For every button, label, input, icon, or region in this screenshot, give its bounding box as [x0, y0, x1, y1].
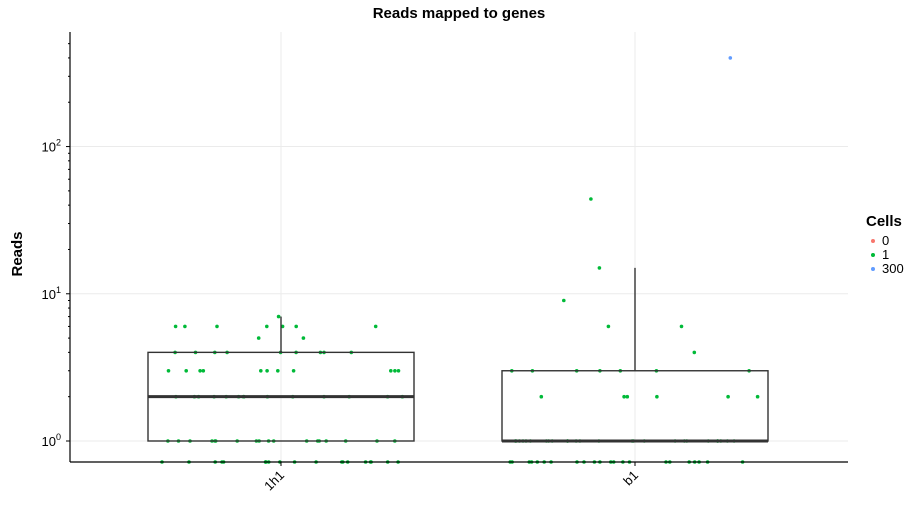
data-point [166, 369, 171, 373]
data-point [625, 394, 630, 399]
data-point [215, 324, 219, 329]
x-tick-label: b1 [620, 468, 641, 489]
y-axis-ticks: 100 101 102 [42, 43, 70, 449]
data-point [198, 369, 202, 373]
data-point [294, 324, 299, 329]
data-point [373, 324, 378, 329]
y-tick-label: 100 [42, 432, 61, 449]
boxplots [147, 267, 769, 443]
legend-title: Cells [866, 213, 902, 230]
data-point [562, 298, 566, 303]
data-point [276, 314, 281, 319]
data-point [276, 369, 280, 373]
data-point [256, 336, 261, 340]
data-point [655, 394, 659, 399]
data-point [183, 324, 187, 329]
legend-key [871, 267, 875, 271]
chart-title: Reads mapped to genes [373, 5, 546, 22]
y-tick-label: 102 [42, 138, 61, 155]
data-point [201, 369, 206, 373]
legend-key [871, 253, 875, 257]
legend-label: 0 [882, 233, 889, 248]
legend-label: 1 [882, 247, 889, 262]
data-point [393, 369, 397, 373]
data-point [622, 394, 626, 399]
data-point [755, 394, 760, 399]
data-point [301, 336, 306, 340]
data-point [679, 324, 684, 329]
data-point [280, 324, 285, 329]
x-axis-ticks: 1h1 b1 [261, 462, 641, 493]
data-point [265, 324, 269, 329]
data-point [606, 324, 611, 329]
data-point [692, 350, 697, 355]
jitter-points [160, 56, 760, 464]
axes [69, 32, 848, 463]
x-tick-label: 1h1 [261, 468, 287, 494]
data-point [389, 369, 393, 373]
legend-key [871, 239, 875, 243]
data-point [396, 369, 401, 373]
legend-label: 300 [882, 261, 904, 276]
y-axis-label: Reads [9, 231, 26, 276]
data-point [259, 369, 263, 373]
data-point [589, 197, 593, 201]
data-point [728, 56, 733, 60]
data-point [265, 369, 269, 373]
data-point [726, 394, 730, 399]
data-point [597, 266, 602, 270]
data-point [173, 324, 178, 329]
data-point [291, 369, 296, 373]
y-tick-label: 101 [42, 285, 61, 302]
data-point [184, 369, 188, 373]
data-point [539, 394, 544, 399]
